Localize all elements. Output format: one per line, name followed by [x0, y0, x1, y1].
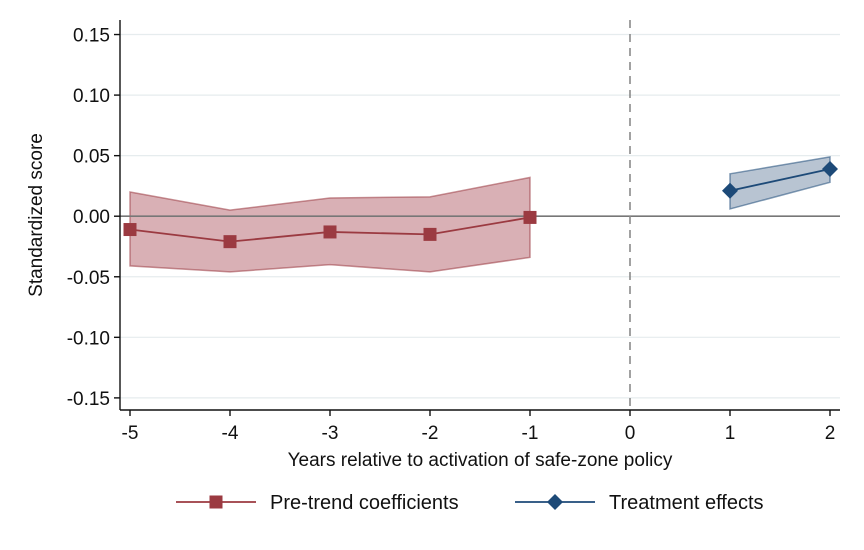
legend-label-treatment-effects: Treatment effects: [609, 492, 764, 514]
y-tick-label-1: 0.10: [73, 86, 110, 107]
y-tick-label-0: 0.15: [73, 26, 110, 47]
y-tick-label-4: -0.05: [67, 268, 110, 289]
legend: Pre-trend coefficients Treatment effects: [176, 492, 764, 514]
series-markers: [123, 160, 838, 249]
x-tick-label-2: -3: [322, 423, 339, 444]
y-tick-label-5: -0.10: [67, 328, 110, 349]
y-axis-ticks: 0.15 0.10 0.05 0.00 -0.05 -0.10 -0.15: [67, 26, 120, 410]
pre-trend-coefficients-point-0: [123, 223, 137, 237]
x-tick-label-1: -4: [222, 423, 239, 444]
legend-label-pre-trend-coefficients: Pre-trend coefficients: [270, 492, 459, 514]
x-axis-ticks: -5 -4 -3 -2 -1 0 1 2: [122, 410, 836, 444]
y-tick-label-6: -0.15: [67, 389, 110, 410]
x-tick-label-3: -2: [422, 423, 439, 444]
reference-lines: [120, 20, 840, 410]
treatment-effects-confidence-band: [729, 155, 831, 210]
y-tick-label-2: 0.05: [73, 147, 110, 168]
y-tick-label-3: 0.00: [73, 207, 110, 228]
x-tick-label-4: -1: [522, 423, 539, 444]
axes: [119, 20, 840, 411]
pre-trend-coefficients-point-1: [223, 235, 237, 249]
pre-trend-coefficients-point-2: [323, 225, 337, 239]
y-axis-title: Standardized score: [26, 133, 47, 297]
treatment-effects-point-0: [722, 182, 738, 199]
legend-marker-pre-trend-coefficients: [209, 495, 223, 509]
x-tick-label-0: -5: [122, 423, 139, 444]
x-tick-label-5: 0: [625, 423, 636, 444]
x-tick-label-7: 2: [825, 423, 836, 444]
confidence-bands: [129, 155, 831, 273]
legend-marker-treatment-effects: [547, 494, 563, 510]
treatment-effects-line: [729, 168, 831, 192]
x-tick-label-6: 1: [725, 423, 736, 444]
x-axis-title: Years relative to activation of safe-zon…: [288, 450, 673, 471]
pre-trend-coefficients-point-4: [523, 210, 537, 224]
pre-trend-coefficients-point-3: [423, 227, 437, 241]
treatment-effects-point-1: [822, 160, 838, 177]
pre-trend-coefficients-confidence-band: [129, 176, 531, 273]
